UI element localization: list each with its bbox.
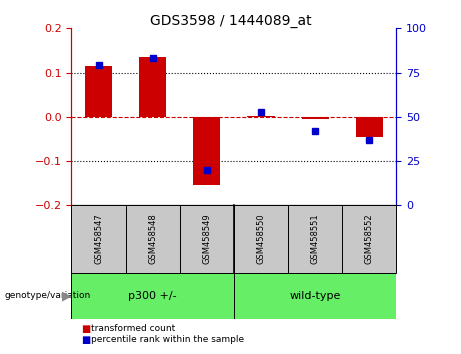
- Text: ▶: ▶: [62, 289, 71, 302]
- Text: p300 +/-: p300 +/-: [129, 291, 177, 301]
- Text: GSM458549: GSM458549: [202, 213, 212, 264]
- Text: percentile rank within the sample: percentile rank within the sample: [91, 335, 244, 344]
- Text: GSM458548: GSM458548: [148, 213, 157, 264]
- Bar: [125, 205, 180, 273]
- Bar: [234, 273, 396, 319]
- Bar: [301, 117, 329, 119]
- Bar: [71, 205, 125, 273]
- Text: GSM458547: GSM458547: [94, 213, 103, 264]
- Bar: [342, 205, 396, 273]
- Text: GDS3598 / 1444089_at: GDS3598 / 1444089_at: [150, 14, 311, 28]
- Text: ■: ■: [81, 324, 90, 333]
- Text: transformed count: transformed count: [91, 324, 176, 333]
- Bar: [180, 205, 234, 273]
- Bar: [71, 273, 234, 319]
- Text: GSM458551: GSM458551: [311, 213, 320, 264]
- Bar: [193, 117, 220, 185]
- Text: genotype/variation: genotype/variation: [5, 291, 91, 300]
- Bar: [288, 205, 342, 273]
- Bar: [248, 116, 275, 117]
- Bar: [356, 117, 383, 137]
- Bar: [85, 66, 112, 117]
- Bar: [234, 205, 288, 273]
- Text: wild-type: wild-type: [290, 291, 341, 301]
- Text: GSM458550: GSM458550: [256, 213, 266, 264]
- Bar: [139, 57, 166, 117]
- Text: GSM458552: GSM458552: [365, 213, 374, 264]
- Text: ■: ■: [81, 335, 90, 345]
